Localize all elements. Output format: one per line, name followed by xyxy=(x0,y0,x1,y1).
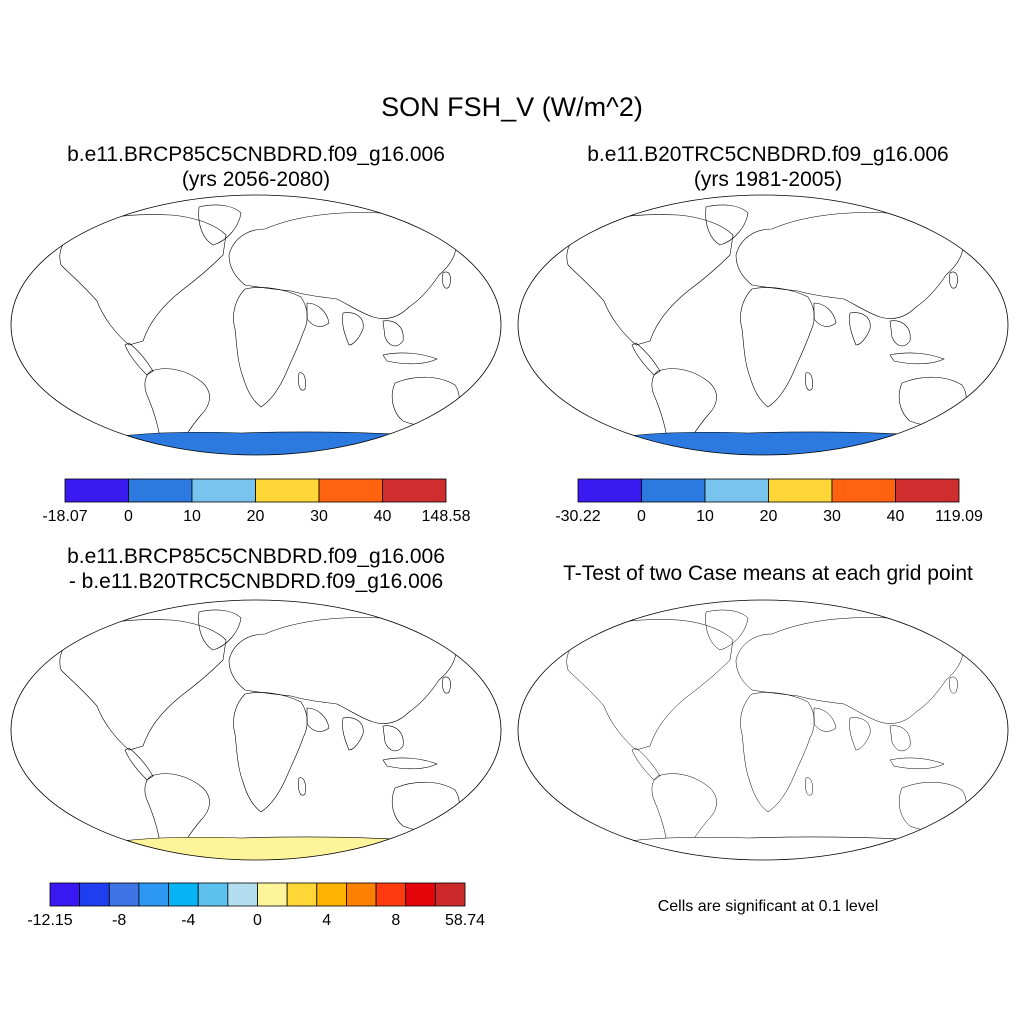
colorbar-box xyxy=(577,478,642,503)
colorbar-box xyxy=(382,478,447,503)
colorbar-box xyxy=(168,882,199,907)
colorbar-label: 0 xyxy=(124,508,133,525)
colorbar-box xyxy=(255,478,320,503)
panel1-land-fill xyxy=(11,195,501,465)
colorbar-box xyxy=(316,882,347,907)
panel2-land-fill xyxy=(518,195,1008,465)
colorbar-label: -12.15 xyxy=(27,912,72,929)
colorbar-box xyxy=(768,478,833,503)
colorbar-label: -4 xyxy=(181,912,195,929)
panel3-land-fill xyxy=(11,600,501,870)
colorbar-label: 0 xyxy=(253,912,262,929)
panel1-colorbar: -18.07 0 10 20 30 40 148.58 xyxy=(42,478,471,525)
colorbar-label: -18.07 xyxy=(42,508,87,525)
colorbar-label: 40 xyxy=(374,508,392,525)
colorbar-box xyxy=(831,478,896,503)
colorbar-box xyxy=(286,882,318,907)
colorbar-box xyxy=(64,478,129,503)
colorbar-box xyxy=(138,882,169,907)
colorbar-box xyxy=(197,882,229,907)
colorbar-box xyxy=(346,882,377,907)
panel3-map-border xyxy=(10,599,502,861)
colorbar-label: 30 xyxy=(823,508,841,525)
colorbar-box xyxy=(895,478,960,503)
panel1-map-border xyxy=(10,194,502,456)
panel1-years: (yrs 2056-2080) xyxy=(181,168,331,191)
panel4-map-border xyxy=(517,599,1009,861)
colorbar-label: 148.58 xyxy=(422,508,471,525)
panel3-subtitle: - b.e11.B20TRC5CNBDRD.f09_g16.006 xyxy=(68,570,444,593)
colorbar-box xyxy=(49,882,81,907)
colorbar-label: 10 xyxy=(183,508,201,525)
panel4-title: T-Test of two Case means at each grid po… xyxy=(563,562,973,585)
colorbar-label: -8 xyxy=(112,912,126,929)
figure-title: SON FSH_V (W/m^2) xyxy=(381,92,643,122)
significance-note: Cells are significant at 0.1 level xyxy=(657,898,879,915)
colorbar-box xyxy=(227,882,258,907)
colorbar-box xyxy=(257,882,288,907)
colorbar-label: 58.74 xyxy=(445,912,485,929)
panel2-map-border xyxy=(517,194,1009,456)
panel3-map xyxy=(10,599,502,870)
panel4-map xyxy=(517,599,1009,870)
colorbar-label: 8 xyxy=(391,912,400,929)
colorbar-box xyxy=(641,478,706,503)
colorbar-box xyxy=(318,478,383,503)
panel2-map xyxy=(517,194,1009,465)
colorbar-box xyxy=(79,882,110,907)
colorbar-box xyxy=(405,882,436,907)
panel1-map xyxy=(10,194,502,465)
panel3-title: b.e11.BRCP85C5CNBDRD.f09_g16.006 xyxy=(67,545,445,568)
colorbar-box xyxy=(191,478,256,503)
colorbar-label: 20 xyxy=(760,508,778,525)
panel1-title: b.e11.BRCP85C5CNBDRD.f09_g16.006 xyxy=(67,143,445,166)
colorbar-box xyxy=(128,478,193,503)
colorbar-label: -30.22 xyxy=(555,508,600,525)
panel3-colorbar: -12.15 -8 -4 0 4 8 58.74 xyxy=(27,882,485,929)
colorbar-box xyxy=(434,882,466,907)
colorbar-label: 0 xyxy=(637,508,646,525)
panel3-antarctica xyxy=(90,836,454,860)
panel2-antarctica xyxy=(597,431,961,455)
colorbar-label: 30 xyxy=(310,508,328,525)
colorbar-label: 20 xyxy=(247,508,265,525)
panel4-land-fill xyxy=(518,600,1008,870)
colorbar-box xyxy=(375,882,407,907)
colorbar-label: 40 xyxy=(887,508,905,525)
colorbar-box xyxy=(704,478,769,503)
panel4-antarctica xyxy=(597,836,961,860)
panel1-antarctica xyxy=(90,431,454,455)
colorbar-label: 4 xyxy=(322,912,331,929)
panel2-title: b.e11.B20TRC5CNBDRD.f09_g16.006 xyxy=(587,143,949,166)
colorbar-label: 10 xyxy=(696,508,714,525)
colorbar-box xyxy=(108,882,140,907)
colorbar-label: 119.09 xyxy=(935,508,983,525)
panel2-colorbar: -30.22 0 10 20 30 40 119.09 xyxy=(555,478,983,525)
panel2-years: (yrs 1981-2005) xyxy=(693,168,843,191)
